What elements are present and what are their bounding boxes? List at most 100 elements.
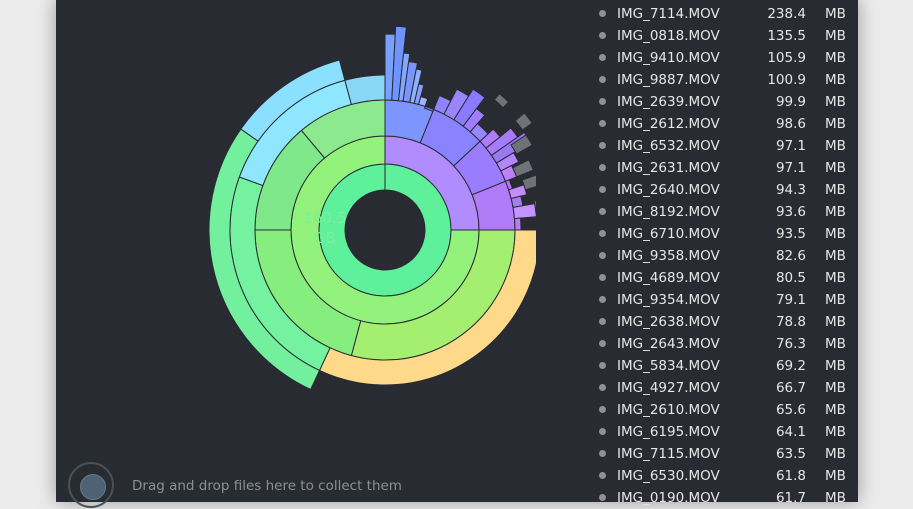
bullet-icon (599, 318, 606, 325)
file-row[interactable]: IMG_2639.MOV 99.9 MB (595, 91, 857, 113)
file-size: 99.9 (775, 94, 806, 110)
file-size-unit: MB (825, 380, 846, 396)
total-size-unit: GB (314, 229, 336, 247)
sunburst-fragment[interactable] (513, 217, 522, 231)
file-size-unit: MB (825, 248, 846, 264)
file-row[interactable]: IMG_0818.MOV 135.5 MB (595, 25, 857, 47)
bullet-icon (599, 340, 606, 347)
bullet-icon (599, 450, 606, 457)
file-size: 97.1 (775, 138, 806, 154)
file-name: IMG_2643.MOV (617, 336, 720, 352)
center-hole[interactable] (345, 190, 425, 270)
ring-outer-band[interactable] (240, 59, 346, 142)
file-size-unit: MB (825, 116, 846, 132)
sunburst-fragment-grey[interactable] (521, 174, 536, 191)
file-row[interactable]: IMG_9887.MOV 100.9 MB (595, 69, 857, 91)
file-size-unit: MB (825, 28, 846, 44)
file-row[interactable]: IMG_4927.MOV 66.7 MB (595, 377, 857, 399)
bullet-icon (599, 120, 606, 127)
file-size: 64.1 (775, 424, 806, 440)
file-size: 79.1 (775, 292, 806, 308)
file-size: 66.7 (775, 380, 806, 396)
file-size: 78.8 (775, 314, 806, 330)
file-size: 135.5 (767, 28, 806, 44)
file-size-unit: MB (825, 446, 846, 462)
file-name: IMG_4689.MOV (617, 270, 720, 286)
file-size: 76.3 (775, 336, 806, 352)
sunburst-fragment-grey[interactable] (514, 112, 533, 131)
sunburst-fragment-grey[interactable] (511, 159, 534, 178)
sunburst-fragment-grey[interactable] (533, 196, 536, 215)
sunburst-fragment-grey[interactable] (510, 134, 533, 155)
file-name: IMG_0190.MOV (617, 490, 720, 506)
drop-target-center (80, 474, 106, 500)
file-name: IMG_6532.MOV (617, 138, 720, 154)
file-name: IMG_2612.MOV (617, 116, 720, 132)
bullet-icon (599, 494, 606, 501)
file-row[interactable]: IMG_4689.MOV 80.5 MB (595, 267, 857, 289)
file-size-unit: MB (825, 6, 846, 22)
file-row[interactable]: IMG_9358.MOV 82.6 MB (595, 245, 857, 267)
file-size: 100.9 (767, 72, 806, 88)
file-list: IMG_7114.MOV 238.4 MB IMG_0818.MOV 135.5 MB IM… (595, 3, 857, 509)
file-row[interactable]: IMG_7114.MOV 238.4 MB (595, 3, 857, 25)
bullet-icon (599, 362, 606, 369)
bullet-icon (599, 164, 606, 171)
file-name: IMG_9410.MOV (617, 50, 720, 66)
file-name: IMG_9358.MOV (617, 248, 720, 264)
file-name: IMG_2631.MOV (617, 160, 720, 176)
file-size: 69.2 (775, 358, 806, 374)
file-row[interactable]: IMG_6530.MOV 61.8 MB (595, 465, 857, 487)
ring-outer-cyan[interactable] (344, 74, 386, 106)
bullet-icon (599, 230, 606, 237)
file-size-unit: MB (825, 182, 846, 198)
file-size-unit: MB (825, 50, 846, 66)
file-size: 61.7 (775, 490, 806, 506)
file-row[interactable]: IMG_7115.MOV 63.5 MB (595, 443, 857, 465)
file-row[interactable]: IMG_2610.MOV 65.6 MB (595, 399, 857, 421)
bullet-icon (599, 406, 606, 413)
sunburst-fragment[interactable] (418, 96, 429, 107)
file-size-unit: MB (825, 424, 846, 440)
file-name: IMG_2638.MOV (617, 314, 720, 330)
file-row[interactable]: IMG_0190.MOV 61.7 MB (595, 487, 857, 509)
drop-zone[interactable]: Drag and drop files here to collect them (66, 460, 486, 508)
bullet-icon (599, 98, 606, 105)
file-name: IMG_6710.MOV (617, 226, 720, 242)
bullet-icon (599, 54, 606, 61)
file-name: IMG_7115.MOV (617, 446, 720, 462)
file-row[interactable]: IMG_8192.MOV 93.6 MB (595, 201, 857, 223)
file-row[interactable]: IMG_2640.MOV 94.3 MB (595, 179, 857, 201)
sunburst-chart[interactable]: 160.5 GB (56, 0, 536, 468)
file-size-unit: MB (825, 270, 846, 286)
file-row[interactable]: IMG_2612.MOV 98.6 MB (595, 113, 857, 135)
file-size: 63.5 (775, 446, 806, 462)
file-row[interactable]: IMG_6532.MOV 97.1 MB (595, 135, 857, 157)
drop-target-icon[interactable] (68, 462, 114, 508)
sunburst-fragment-grey[interactable] (493, 92, 510, 109)
file-row[interactable]: IMG_6710.MOV 93.5 MB (595, 223, 857, 245)
file-row[interactable]: IMG_6195.MOV 64.1 MB (595, 421, 857, 443)
drop-hint-text: Drag and drop files here to collect them (132, 478, 402, 494)
bullet-icon (599, 428, 606, 435)
bullet-icon (599, 208, 606, 215)
file-row[interactable]: IMG_9410.MOV 105.9 MB (595, 47, 857, 69)
file-row[interactable]: IMG_2631.MOV 97.1 MB (595, 157, 857, 179)
file-size: 93.5 (775, 226, 806, 242)
bullet-icon (599, 296, 606, 303)
file-row[interactable]: IMG_2643.MOV 76.3 MB (595, 333, 857, 355)
file-name: IMG_2610.MOV (617, 402, 720, 418)
file-size: 97.1 (775, 160, 806, 176)
file-size-unit: MB (825, 72, 846, 88)
file-row[interactable]: IMG_2638.MOV 78.8 MB (595, 311, 857, 333)
bullet-icon (599, 186, 606, 193)
bullet-icon (599, 32, 606, 39)
file-size-unit: MB (825, 468, 846, 484)
file-size-unit: MB (825, 138, 846, 154)
total-size-label: 160.5 GB (287, 208, 363, 248)
file-size-unit: MB (825, 160, 846, 176)
file-row[interactable]: IMG_5834.MOV 69.2 MB (595, 355, 857, 377)
file-row[interactable]: IMG_9354.MOV 79.1 MB (595, 289, 857, 311)
sunburst-svg[interactable] (56, 0, 536, 468)
file-size: 98.6 (775, 116, 806, 132)
